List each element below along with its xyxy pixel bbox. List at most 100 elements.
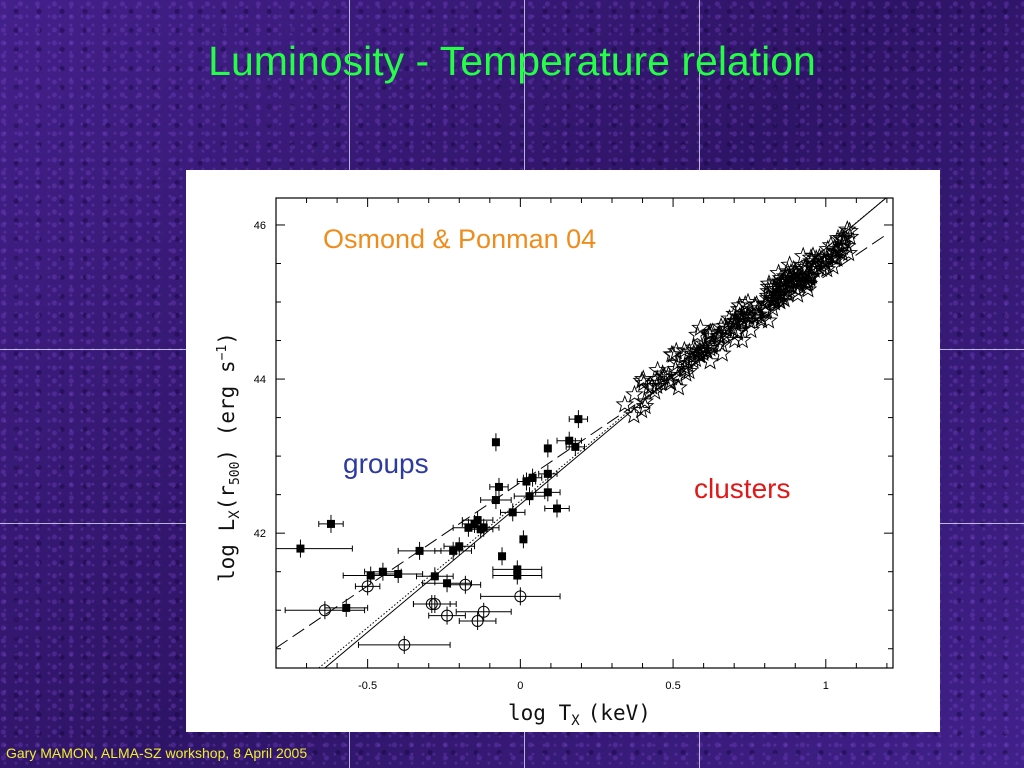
cluster-point-star — [663, 345, 683, 363]
cluster-point-star — [814, 252, 834, 271]
cluster-point-star — [840, 227, 860, 245]
group-point-filled — [378, 567, 387, 576]
cluster-point-star — [787, 271, 807, 290]
cluster-point-star — [735, 294, 755, 313]
group-point-filled — [443, 579, 452, 588]
group-point-filled — [491, 496, 500, 505]
y-tick-label: 42 — [254, 528, 266, 540]
cluster-point-star — [759, 281, 778, 300]
x-axis-label: log TX (keV) — [508, 701, 651, 729]
y-axis-label-unit: ) (erg s — [215, 360, 239, 461]
cluster-point-star — [720, 308, 739, 327]
group-point-filled — [366, 571, 375, 580]
cluster-point-star — [803, 246, 823, 264]
slide-footer: Gary MAMON, ALMA-SZ workshop, 8 April 20… — [6, 745, 308, 761]
fit-line-dotted — [318, 198, 887, 668]
y-tick-label: 44 — [254, 374, 266, 386]
cluster-point-star — [725, 311, 745, 329]
cluster-point-star — [835, 226, 855, 244]
group-point-filled — [519, 535, 528, 544]
group-point-filled — [543, 488, 552, 497]
group-point-filled — [394, 570, 403, 578]
cluster-point-star — [788, 274, 808, 293]
cluster-point-star — [701, 322, 720, 341]
group-point-filled — [528, 473, 537, 482]
group-point-filled — [326, 519, 335, 528]
group-point-filled — [476, 525, 485, 534]
cluster-point-star — [749, 305, 769, 323]
cluster-point-star — [800, 268, 820, 287]
data-points — [276, 220, 860, 654]
cluster-point-star — [769, 291, 789, 309]
x-tick-label: 0.5 — [665, 680, 680, 692]
cluster-point-star — [678, 354, 698, 373]
cluster-point-star — [625, 384, 644, 403]
group-point-open — [477, 605, 490, 618]
cluster-point-star — [647, 369, 667, 388]
cluster-point-star — [774, 289, 794, 308]
cluster-point-star — [788, 284, 808, 303]
x-tick-label: 0 — [517, 680, 523, 692]
group-point-filled — [522, 477, 531, 486]
plot-frame — [275, 197, 894, 669]
y-axis-label-main: log L — [215, 519, 239, 582]
cluster-point-star — [660, 372, 679, 390]
cluster-point-star — [812, 259, 831, 278]
clusters-annotation: clusters — [694, 473, 790, 504]
x-axis-label-unit: (keV) — [588, 701, 651, 725]
group-point-filled — [565, 436, 574, 445]
cluster-point-star — [732, 311, 751, 330]
group-point-filled — [415, 546, 424, 555]
cluster-point-star — [774, 279, 794, 298]
x-axis-label-sub: X — [571, 713, 580, 729]
group-point-open — [441, 609, 454, 622]
cluster-point-star — [826, 247, 845, 266]
group-point-filled — [491, 438, 500, 447]
group-point-filled — [449, 546, 458, 555]
cluster-point-star — [756, 302, 775, 321]
cluster-point-star — [732, 330, 752, 349]
cluster-point-star — [840, 221, 859, 240]
group-point-filled — [296, 544, 305, 553]
group-point-open — [318, 604, 331, 617]
cluster-point-star — [632, 371, 652, 389]
x-tick-label: 1 — [823, 680, 829, 692]
group-point-filled — [494, 482, 503, 491]
group-point-filled — [342, 603, 351, 612]
group-point-filled — [455, 542, 464, 551]
group-point-filled — [513, 571, 522, 580]
chart-panel: -0.5 0 0.5 1 42 44 46 Osmond & Ponman 04 group… — [186, 170, 940, 732]
y-axis-label-close: ) — [215, 332, 239, 345]
group-point-filled — [571, 442, 580, 451]
group-point-open — [459, 578, 472, 591]
slide-title: Luminosity - Temperature relation — [208, 38, 816, 84]
cluster-point-star — [738, 307, 758, 325]
cluster-point-star — [709, 326, 728, 345]
y-axis-label-sub: X — [227, 510, 243, 519]
group-point-filled — [508, 508, 517, 517]
cluster-point-star — [615, 394, 635, 413]
group-point-filled — [543, 469, 552, 478]
cluster-point-star — [668, 353, 688, 372]
group-point-filled — [543, 444, 552, 453]
axis-ticks: -0.5 0 0.5 1 42 44 46 — [254, 198, 893, 692]
cluster-point-star — [729, 299, 749, 318]
group-point-open — [471, 615, 484, 627]
y-axis-label-exp: −1 — [215, 345, 230, 361]
group-point-filled — [574, 415, 583, 424]
cluster-point-star — [732, 310, 752, 329]
y-axis-label-arg-sub: 500 — [228, 462, 243, 485]
cluster-point-star — [775, 271, 795, 289]
cluster-point-star — [690, 341, 710, 359]
cluster-point-star — [696, 340, 716, 359]
cluster-point-star — [666, 341, 686, 360]
cluster-point-star — [833, 237, 852, 256]
lx-tx-scatter-chart: -0.5 0 0.5 1 42 44 46 Osmond & Ponman 04 group… — [215, 197, 894, 729]
cluster-point-star — [653, 364, 672, 382]
cluster-point-star — [758, 286, 778, 304]
cluster-point-star — [739, 305, 759, 324]
cluster-point-star — [758, 288, 778, 307]
cluster-point-star — [624, 405, 644, 424]
group-point-filled — [430, 572, 439, 581]
cluster-point-star — [647, 376, 667, 395]
